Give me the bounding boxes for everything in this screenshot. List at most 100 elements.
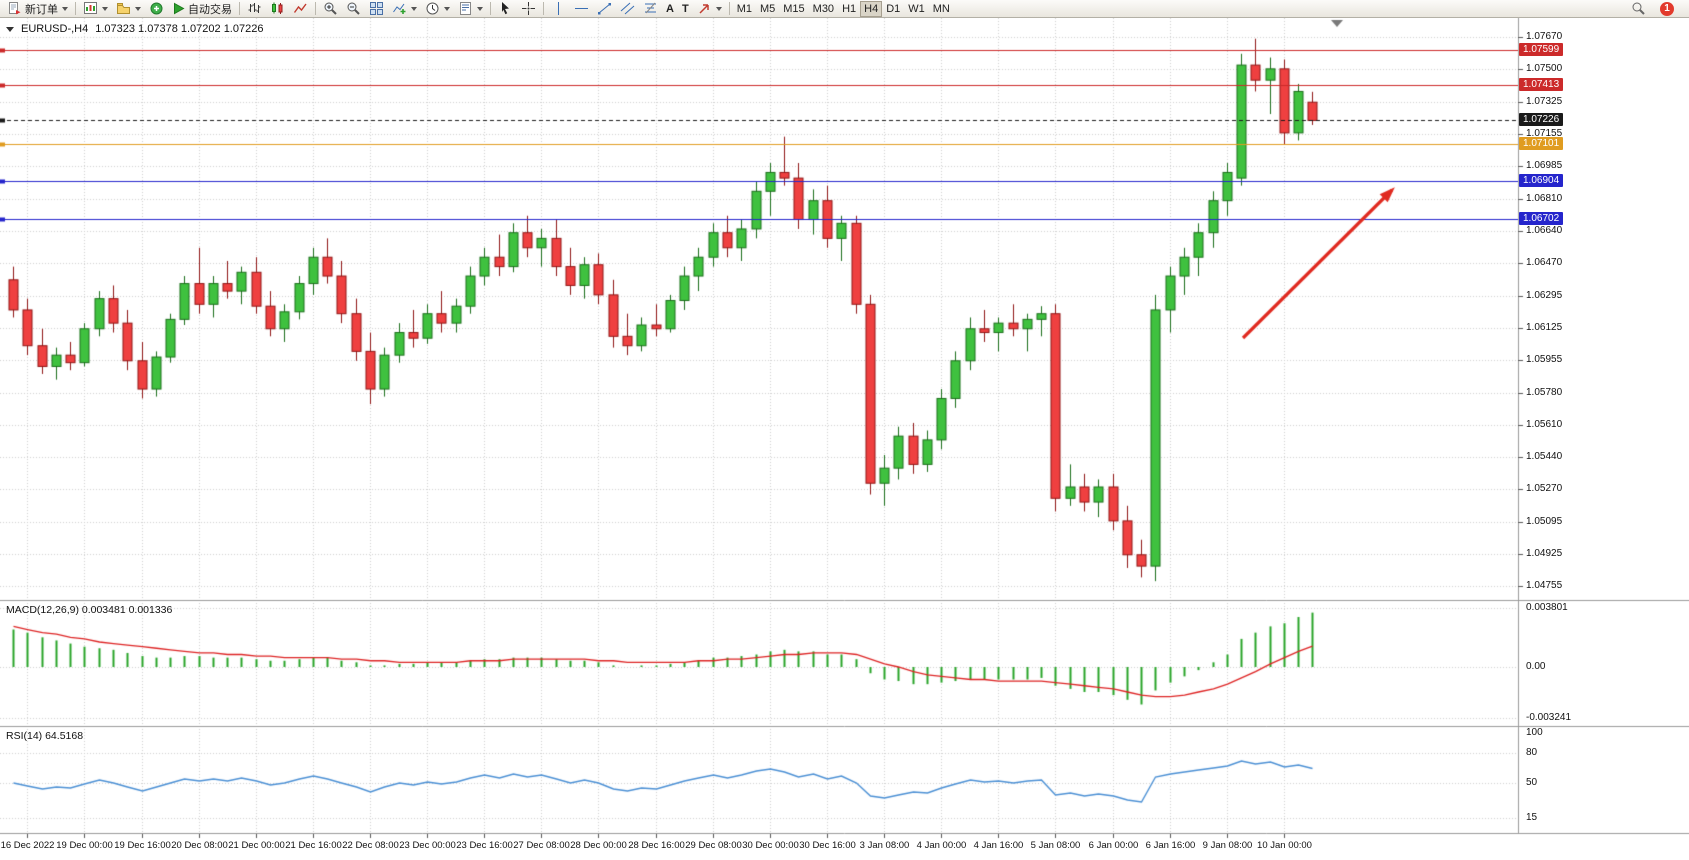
templates-button[interactable]: [454, 1, 487, 17]
vertical-line-icon: [558, 2, 559, 15]
price-axis-label: 1.05095: [1526, 516, 1563, 527]
arrows-button[interactable]: [693, 1, 726, 17]
price-axis-label: 1.06640: [1526, 225, 1563, 236]
line-chart-button[interactable]: [289, 1, 312, 17]
timeframe-h1-button[interactable]: H1: [838, 1, 860, 17]
candlestick-chart-button[interactable]: [266, 1, 289, 17]
price-axis-label: 1.07500: [1526, 63, 1563, 74]
time-axis-label: 27 Dec 08:00: [513, 840, 570, 851]
time-axis-label: 4 Jan 16:00: [973, 840, 1024, 851]
profiles-folder-icon: [117, 3, 130, 14]
trendline-icon: [598, 3, 611, 15]
cursor-button[interactable]: [494, 1, 517, 17]
price-tag[interactable]: 1.07599: [1519, 43, 1564, 56]
toolbar: 新订单 自动交易: [0, 0, 1689, 18]
profiles-button[interactable]: [112, 1, 145, 17]
new-order-label: 新订单: [25, 3, 58, 16]
trendline-button[interactable]: [593, 1, 616, 17]
price-axis-label: 1.05270: [1526, 483, 1563, 494]
new-order-icon: [9, 2, 21, 15]
price-tag[interactable]: 1.06702: [1519, 212, 1564, 225]
chevron-down-icon: [62, 6, 68, 11]
zoom-in-icon: [324, 2, 337, 15]
arrow-tool-icon: [699, 4, 709, 14]
toolbar-separator: [728, 2, 730, 15]
line-chart-icon: [293, 3, 307, 13]
toolbar-separator: [543, 2, 544, 15]
timeframe-m15-button[interactable]: M15: [779, 1, 808, 17]
time-axis-label: 20 Dec 08:00: [171, 840, 228, 851]
zoom-out-icon: [347, 2, 360, 15]
notification-badge[interactable]: 1: [1660, 1, 1674, 16]
horizontal-line-button[interactable]: [570, 1, 593, 17]
ohlc-values: 1.07323 1.07378 1.07202 1.07226: [95, 23, 264, 35]
macd-pane-label: MACD(12,26,9) 0.003481 0.001336: [6, 604, 173, 616]
time-axis-label: 30 Dec 16:00: [799, 840, 856, 851]
timeframe-w1-button[interactable]: W1: [904, 1, 929, 17]
new-order-button[interactable]: 新订单: [3, 1, 72, 17]
toolbar-separator: [490, 2, 491, 15]
symbol-label: EURUSD-,H4: [21, 23, 89, 35]
fibonacci-icon: [645, 2, 656, 14]
play-icon: [174, 2, 185, 15]
bar-chart-icon: [248, 3, 261, 13]
search-button[interactable]: [1627, 1, 1650, 17]
toolbar-separator: [239, 2, 240, 15]
price-tag[interactable]: 1.07101: [1519, 137, 1564, 150]
fibonacci-button[interactable]: [639, 1, 662, 17]
data-window-button[interactable]: [145, 1, 168, 17]
time-axis-label: 23 Dec 16:00: [456, 840, 513, 851]
text-tool-label: A: [666, 2, 674, 15]
indicators-icon: [393, 3, 406, 14]
autotrading-button[interactable]: 自动交易: [168, 1, 236, 17]
text-button[interactable]: A: [662, 1, 678, 17]
crosshair-button[interactable]: [517, 1, 540, 17]
price-axis-label: 1.06295: [1526, 290, 1563, 301]
timeframe-m30-button[interactable]: M30: [809, 1, 838, 17]
indicators-button[interactable]: [388, 1, 421, 17]
price-axis-label: 1.06470: [1526, 257, 1563, 268]
vertical-line-button[interactable]: [547, 1, 570, 17]
autotrading-label: 自动交易: [188, 3, 232, 16]
macd-axis-label: 0.003801: [1526, 602, 1568, 613]
price-tag[interactable]: 1.07413: [1519, 78, 1564, 91]
chart-region: EURUSD-,H4 1.07323 1.07378 1.07202 1.072…: [0, 18, 1689, 860]
time-axis-label: 6 Jan 00:00: [1088, 840, 1139, 851]
price-axis-label: 1.04755: [1526, 580, 1563, 591]
rsi-axis-label: 15: [1526, 812, 1538, 823]
cursor-icon: [502, 2, 509, 15]
timeframe-m5-button[interactable]: M5: [756, 1, 779, 17]
chevron-down-icon: [102, 6, 108, 11]
data-window-icon: [150, 2, 163, 15]
bar-chart-button[interactable]: [243, 1, 266, 17]
tile-windows-button[interactable]: [365, 1, 388, 17]
time-axis-label: 28 Dec 00:00: [570, 840, 627, 851]
collapse-caret-icon[interactable]: [6, 26, 14, 32]
chart-window-icon: [84, 2, 97, 14]
zoom-in-button[interactable]: [319, 1, 342, 17]
channel-button[interactable]: [616, 1, 639, 17]
price-axis-label: 1.05610: [1526, 419, 1563, 430]
toolbar-right-group: 1: [1627, 1, 1686, 17]
chart-header: EURUSD-,H4 1.07323 1.07378 1.07202 1.072…: [6, 23, 263, 35]
new-chart-button[interactable]: [79, 1, 112, 17]
zoom-out-button[interactable]: [342, 1, 365, 17]
price-axis-label: 1.05440: [1526, 451, 1563, 462]
time-axis-label: 21 Dec 16:00: [285, 840, 342, 851]
chart-canvas[interactable]: [0, 18, 1689, 860]
macd-axis-label: 0.00: [1526, 661, 1546, 672]
time-axis-label: 28 Dec 16:00: [628, 840, 685, 851]
price-tag[interactable]: 1.06904: [1519, 174, 1564, 187]
time-axis-label: 3 Jan 08:00: [859, 840, 910, 851]
chevron-down-icon: [135, 6, 141, 11]
price-axis-label: 1.07155: [1526, 128, 1563, 139]
timeframe-h4-button[interactable]: H4: [860, 0, 883, 17]
timeframe-d1-button[interactable]: D1: [882, 1, 904, 17]
tile-windows-icon: [370, 2, 383, 15]
timeframe-m1-button[interactable]: M1: [733, 1, 756, 17]
time-axis-label: 19 Dec 00:00: [56, 840, 113, 851]
periods-button[interactable]: [421, 1, 454, 17]
timeframe-mn-button[interactable]: MN: [929, 1, 954, 17]
price-axis-label: 1.06810: [1526, 193, 1563, 204]
text-label-button[interactable]: T: [678, 1, 693, 17]
